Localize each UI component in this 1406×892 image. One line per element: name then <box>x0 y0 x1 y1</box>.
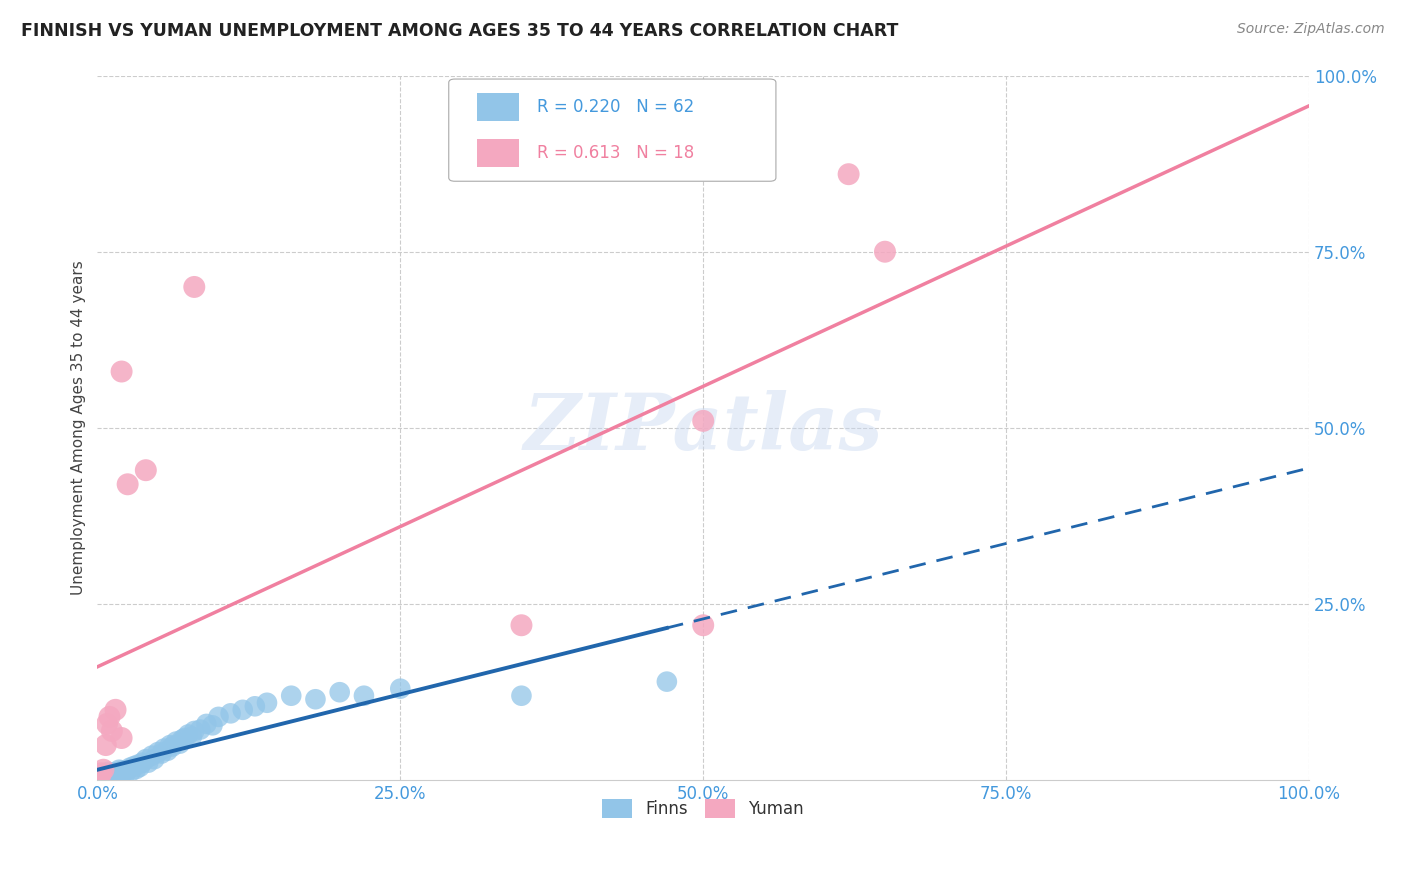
Point <box>177 727 200 741</box>
Point <box>510 618 533 632</box>
Point <box>89 770 111 784</box>
Point <box>153 741 176 756</box>
Point <box>111 764 134 778</box>
Point <box>219 706 242 721</box>
Point <box>101 769 124 783</box>
Point <box>207 710 229 724</box>
Point <box>90 766 112 780</box>
Point <box>101 723 124 738</box>
Bar <box>477 93 519 121</box>
Point <box>188 723 211 737</box>
Point <box>280 689 302 703</box>
Point <box>141 748 163 763</box>
Point <box>105 768 128 782</box>
Point <box>353 689 375 703</box>
Point <box>103 765 125 780</box>
Point <box>104 766 127 780</box>
Point <box>243 699 266 714</box>
Point <box>101 767 124 781</box>
Point <box>692 414 714 428</box>
Point <box>146 745 169 759</box>
Point <box>183 280 205 294</box>
Point <box>180 730 202 744</box>
Point <box>873 244 896 259</box>
Point <box>100 767 122 781</box>
Point <box>156 744 179 758</box>
Point <box>159 738 181 752</box>
Point <box>110 731 132 745</box>
Point <box>692 618 714 632</box>
Point <box>107 764 129 779</box>
Point <box>389 681 412 696</box>
Bar <box>477 139 519 167</box>
Point <box>127 757 149 772</box>
Point <box>98 710 121 724</box>
Point <box>112 764 135 779</box>
Point <box>104 703 127 717</box>
Point <box>135 752 157 766</box>
Point <box>110 365 132 379</box>
Point <box>114 767 136 781</box>
Point <box>96 768 118 782</box>
Point <box>165 734 187 748</box>
Point <box>162 739 184 754</box>
Text: Source: ZipAtlas.com: Source: ZipAtlas.com <box>1237 22 1385 37</box>
Point <box>108 763 131 777</box>
Point <box>131 756 153 770</box>
Point <box>169 737 191 751</box>
Point <box>838 167 860 181</box>
Point <box>304 692 326 706</box>
Point <box>135 463 157 477</box>
Point <box>110 766 132 780</box>
Point <box>91 771 114 785</box>
Point <box>329 685 352 699</box>
Point <box>195 717 218 731</box>
Point <box>256 696 278 710</box>
Point <box>90 767 112 781</box>
Point <box>173 731 195 745</box>
Point <box>96 717 118 731</box>
Point <box>122 759 145 773</box>
Point <box>97 764 120 779</box>
Point <box>94 738 117 752</box>
Point <box>120 764 142 779</box>
Point <box>125 762 148 776</box>
Text: R = 0.613   N = 18: R = 0.613 N = 18 <box>537 144 695 162</box>
Y-axis label: Unemployment Among Ages 35 to 44 years: Unemployment Among Ages 35 to 44 years <box>72 260 86 595</box>
Point <box>89 770 111 784</box>
FancyBboxPatch shape <box>449 79 776 181</box>
Text: R = 0.220   N = 62: R = 0.220 N = 62 <box>537 98 695 116</box>
Point <box>201 718 224 732</box>
Point <box>120 761 142 775</box>
Point <box>98 770 121 784</box>
Point <box>93 766 115 780</box>
Text: ZIPatlas: ZIPatlas <box>523 390 883 467</box>
Point <box>94 771 117 785</box>
Point <box>136 756 159 770</box>
Point <box>232 703 254 717</box>
Point <box>110 767 132 781</box>
Point <box>128 760 150 774</box>
Point <box>93 763 115 777</box>
Text: FINNISH VS YUMAN UNEMPLOYMENT AMONG AGES 35 TO 44 YEARS CORRELATION CHART: FINNISH VS YUMAN UNEMPLOYMENT AMONG AGES… <box>21 22 898 40</box>
Point <box>93 769 115 783</box>
Point <box>117 477 139 491</box>
Point <box>143 752 166 766</box>
Point <box>655 674 678 689</box>
Point <box>183 723 205 738</box>
Legend: Finns, Yuman: Finns, Yuman <box>596 792 811 825</box>
Point <box>172 732 194 747</box>
Point <box>150 747 173 761</box>
Point <box>117 763 139 777</box>
Point <box>510 689 533 703</box>
